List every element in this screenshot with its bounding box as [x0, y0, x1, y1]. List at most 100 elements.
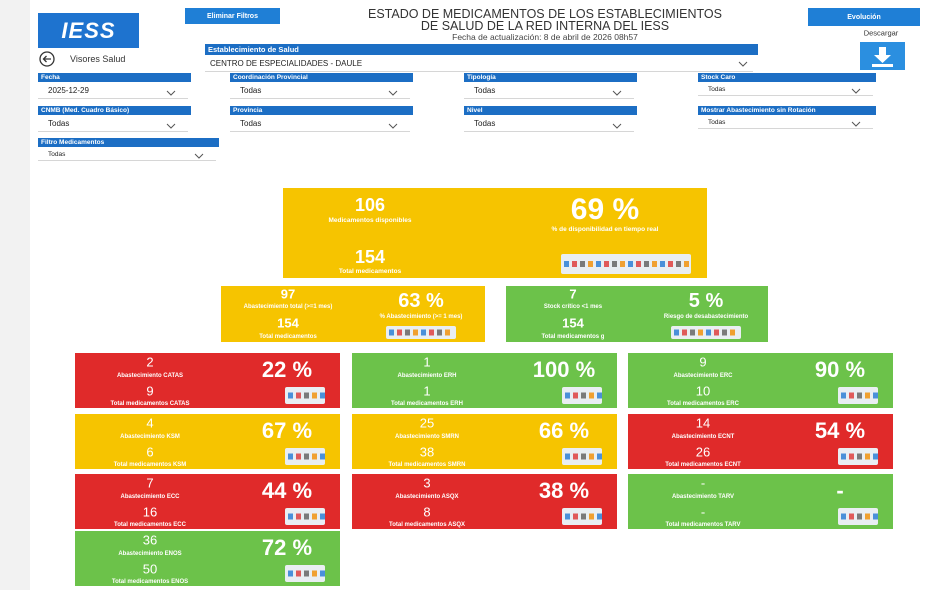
chevron	[166, 90, 176, 96]
group-card: 4 Abastecimiento KSM 6 Total medicamentos K…	[75, 414, 340, 469]
group-card: 9Abastecimiento ERC10Total medicamentos …	[628, 353, 893, 408]
total: 154	[562, 317, 584, 330]
count: 7	[146, 477, 153, 490]
count: -	[701, 477, 705, 490]
back-link[interactable]: Visores Salud	[70, 54, 125, 64]
total-label: Total medicamentos ERC	[667, 401, 739, 407]
logo: IESS	[38, 13, 139, 48]
total-label: Total medicamentos TARV	[665, 522, 740, 528]
total: 154	[355, 248, 385, 266]
card-icon	[386, 326, 456, 339]
count-label: Abastecimiento total (>=1 mes)	[244, 304, 333, 310]
total: 50	[143, 563, 157, 576]
side-strip	[0, 0, 30, 590]
establishment-select[interactable]: CENTRO DE ESPECIALIDADES - DAULE	[205, 57, 753, 72]
card-icon	[285, 508, 325, 525]
total-label: Total medicamentos KSM	[114, 462, 187, 468]
filter-select[interactable]: Todas	[698, 84, 873, 96]
chevron	[194, 153, 204, 159]
percent-label: % de disponibilidad en tiempo real	[552, 227, 659, 234]
card-icon	[561, 254, 691, 274]
chevron	[612, 90, 622, 96]
total-label: Total medicamentos CATAS	[110, 401, 189, 407]
clear-filters-button[interactable]: Eliminar Filtros	[185, 8, 280, 24]
filter-select[interactable]: Todas	[230, 84, 410, 99]
filter-select[interactable]: Todas	[464, 117, 634, 132]
percent: 38 %	[539, 480, 589, 502]
total: 10	[696, 385, 710, 398]
count: 97	[281, 288, 295, 301]
filter-label: Coordinación Provincial	[230, 73, 413, 82]
card-icon	[838, 508, 878, 525]
update-date: Fecha de actualización: 8 de abril de 20…	[452, 33, 638, 42]
chevron	[851, 121, 861, 127]
back-icon[interactable]	[39, 51, 55, 67]
count-label: Stock crítico <1 mes	[544, 304, 602, 310]
count-label: Abastecimiento ECC	[120, 494, 179, 500]
count: 25	[420, 417, 434, 430]
card-icon	[838, 387, 878, 404]
filter-select[interactable]: Todas	[230, 117, 410, 132]
count: 3	[423, 477, 430, 490]
percent-label: % Abastecimiento (>= 1 mes)	[380, 314, 463, 320]
card-icon	[285, 565, 325, 582]
filter-select[interactable]: Todas	[38, 149, 216, 161]
percent: 90 %	[815, 359, 865, 381]
count-label: Abastecimiento ERC	[673, 373, 732, 379]
total-label: Total medicamentos	[339, 269, 401, 276]
chevron	[612, 123, 622, 129]
total: 8	[423, 506, 430, 519]
count: 4	[146, 417, 153, 430]
group-card: -Abastecimiento TARV-Total medicamentos …	[628, 474, 893, 529]
card-icon	[562, 508, 602, 525]
count: 14	[696, 417, 710, 430]
card-icon	[285, 387, 325, 404]
percent: 5 %	[689, 291, 723, 311]
percent: 69 %	[571, 195, 639, 225]
count-label: Abastecimiento ECNT	[672, 434, 735, 440]
count: 36	[143, 534, 157, 547]
percent: 22 %	[262, 359, 312, 381]
chevron	[166, 123, 176, 129]
count-label: Abastecimiento CATAS	[117, 373, 183, 379]
count: 2	[146, 356, 153, 369]
count: 7	[569, 288, 576, 301]
chevron	[738, 61, 748, 67]
filter-label: Stock Caro	[698, 73, 876, 82]
percent: 44 %	[262, 480, 312, 502]
total-label: Total medicamentos SMRN	[389, 462, 466, 468]
dashboard: IESS Eliminar Filtros ESTADO DE MEDICAME…	[0, 0, 931, 590]
card-icon	[562, 387, 602, 404]
download-label: Descargar	[864, 29, 899, 37]
count-label: Abastecimiento ERH	[397, 373, 456, 379]
group-card: 14 Abastecimiento ECNT 26 Total medicamento…	[628, 414, 893, 469]
download-icon[interactable]	[860, 42, 905, 70]
total: -	[701, 506, 705, 519]
count: 1	[423, 356, 430, 369]
card-icon	[562, 448, 602, 465]
total-label: Total medicamentos ECNT	[665, 462, 741, 468]
count-label: Abastecimiento ASQX	[395, 494, 458, 500]
filter-label: Fecha	[38, 73, 191, 82]
total-label: Total medicamentos ECC	[114, 522, 186, 528]
filter-select[interactable]: Todas	[698, 117, 873, 129]
total-label: Total medicamentos ENOS	[112, 579, 188, 585]
total: 6	[146, 446, 153, 459]
evolution-button[interactable]: Evolución	[808, 8, 920, 26]
total-label: Total medicamentos	[259, 334, 317, 340]
total: 26	[696, 446, 710, 459]
card-icon	[838, 448, 878, 465]
chevron	[851, 88, 861, 94]
percent-label: Riesgo de desabastecimiento	[664, 314, 748, 320]
total-label: Total medicamentos g	[542, 334, 605, 340]
count-label: Abastecimiento KSM	[120, 434, 180, 440]
percent: 72 %	[262, 537, 312, 559]
filter-select[interactable]: Todas	[464, 84, 634, 99]
filter-label: CNMB (Med. Cuadro Básico)	[38, 106, 191, 115]
percent: 67 %	[262, 420, 312, 442]
total: 9	[146, 385, 153, 398]
